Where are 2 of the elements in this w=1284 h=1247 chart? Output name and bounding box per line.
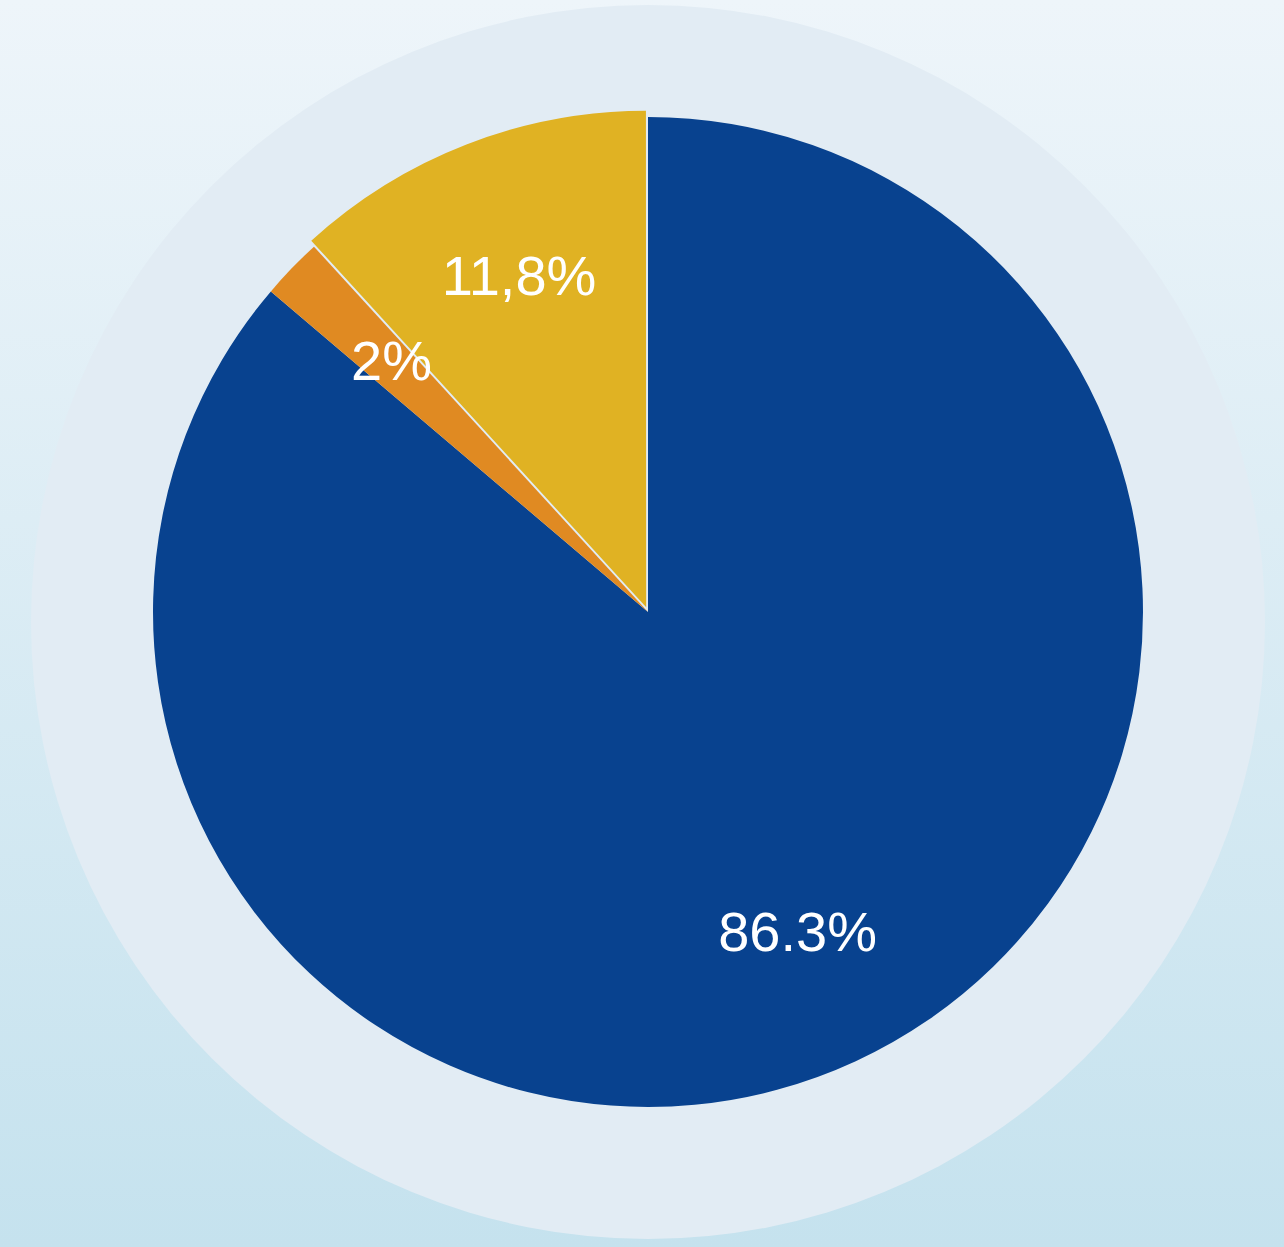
data-label: 86.3%: [718, 899, 877, 963]
data-label: 11,8%: [441, 244, 597, 308]
